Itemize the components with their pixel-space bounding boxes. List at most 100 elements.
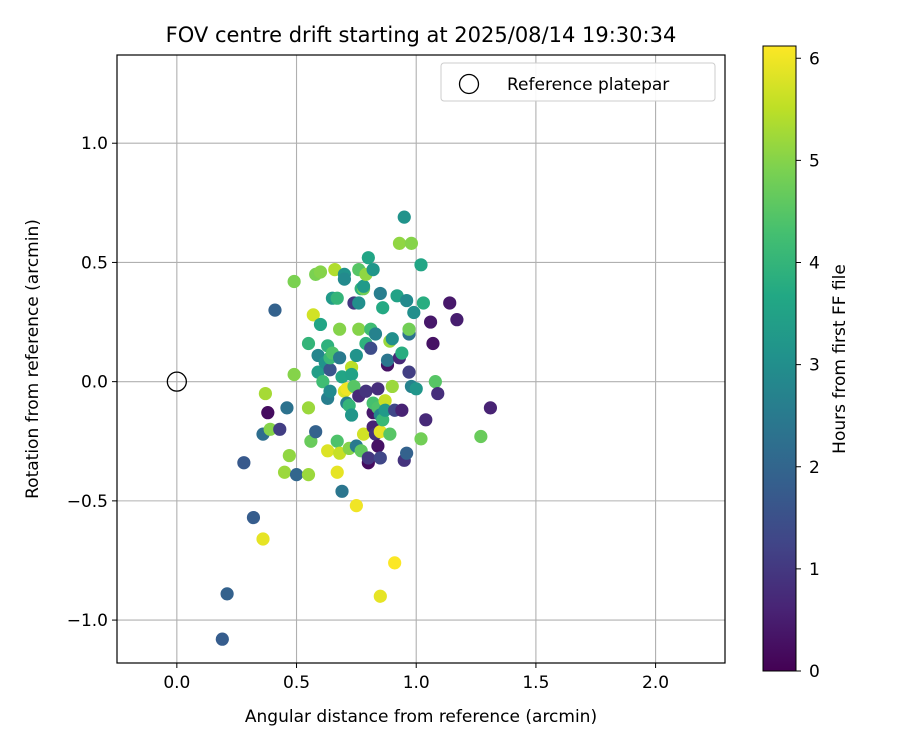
plot-frame [116, 54, 726, 664]
data-point [400, 446, 414, 460]
y-tick-label: −0.5 [67, 492, 108, 512]
data-point [333, 322, 347, 336]
data-point [378, 394, 392, 408]
data-point [344, 367, 359, 382]
data-point [356, 427, 371, 441]
data-point [330, 465, 344, 479]
data-point [414, 258, 428, 272]
data-point [309, 425, 323, 439]
colorbar: 0 1 2 3 4 5 6 Hours from first FF file [762, 45, 850, 682]
data-point [337, 272, 352, 286]
data-point [366, 262, 380, 277]
data-point [301, 468, 316, 482]
data-point [419, 413, 433, 427]
y-axis-label: Rotation from reference (arcmin) [23, 219, 43, 499]
data-point [215, 632, 229, 646]
data-point [380, 353, 395, 367]
data-point [364, 341, 378, 355]
colorbar-tick-label: 4 [809, 254, 820, 274]
data-point [385, 379, 399, 394]
data-point [282, 448, 296, 463]
data-point [483, 401, 498, 415]
colorbar-tick-label: 3 [809, 356, 820, 376]
data-points [166, 210, 498, 646]
data-point [220, 587, 234, 601]
data-point [287, 274, 301, 289]
data-point [323, 384, 337, 398]
data-point [361, 451, 375, 465]
grid [117, 55, 725, 663]
data-point [400, 293, 414, 308]
data-point [395, 403, 409, 417]
data-point [383, 427, 397, 441]
data-point [373, 589, 387, 603]
data-point [263, 422, 277, 436]
chart-title: FOV centre drift starting at 2025/08/14 … [166, 23, 677, 47]
data-point [423, 315, 438, 329]
data-point [426, 336, 440, 351]
data-point [373, 451, 387, 465]
x-tick-label: 1.0 [403, 673, 430, 693]
data-point [335, 484, 349, 498]
y-tick-label: 1.0 [81, 134, 108, 154]
data-point [289, 468, 304, 482]
x-axis-ticks: 0.0 0.5 1.0 1.5 2.0 [163, 663, 669, 693]
data-point [261, 406, 275, 420]
data-point [352, 296, 366, 310]
colorbar-tick-label: 2 [809, 458, 820, 478]
x-tick-label: 1.5 [522, 673, 549, 693]
legend: Reference platepar [440, 62, 716, 102]
data-point [431, 386, 445, 401]
data-point [359, 384, 373, 398]
data-point [280, 401, 294, 415]
data-point [349, 348, 363, 363]
legend-box [440, 62, 716, 102]
y-tick-label: −1.0 [67, 611, 108, 631]
data-point [407, 305, 421, 320]
data-point [258, 386, 273, 401]
data-point [301, 336, 316, 351]
data-point [356, 279, 371, 293]
data-point [256, 532, 270, 546]
data-point [313, 265, 328, 279]
colorbar-tick-label: 6 [809, 49, 820, 69]
data-point [397, 210, 411, 224]
x-tick-label: 0.5 [283, 673, 310, 693]
data-point [402, 322, 416, 336]
data-point [287, 367, 301, 382]
data-point [323, 363, 337, 377]
data-point [361, 251, 375, 265]
data-point [306, 308, 320, 322]
data-point [392, 236, 407, 250]
data-point [268, 303, 282, 317]
colorbar-tick-label: 1 [809, 560, 820, 580]
data-point [273, 422, 287, 436]
colorbar-tick-label: 0 [809, 662, 820, 682]
data-point [395, 346, 409, 360]
data-point [330, 291, 344, 305]
colorbar-tick-label: 5 [809, 151, 820, 171]
data-point [385, 332, 399, 346]
data-point [373, 286, 387, 301]
data-point [349, 499, 363, 513]
data-point [371, 439, 385, 453]
data-point [352, 322, 366, 336]
data-point [301, 401, 316, 415]
data-point [402, 365, 416, 379]
data-point [450, 313, 464, 327]
data-point [313, 317, 328, 332]
data-point [237, 456, 251, 470]
colorbar-gradient [762, 45, 797, 672]
legend-reference-label: Reference platepar [507, 75, 669, 95]
data-point [277, 465, 292, 479]
reference-platepar-marker [166, 371, 187, 392]
data-point [378, 403, 392, 417]
data-point [368, 327, 383, 341]
data-point [344, 408, 359, 422]
y-tick-label: 0.0 [81, 373, 108, 393]
colorbar-label: Hours from first FF file [830, 264, 850, 454]
y-tick-label: 0.5 [81, 253, 108, 273]
data-point [246, 510, 261, 525]
data-point [443, 296, 457, 310]
